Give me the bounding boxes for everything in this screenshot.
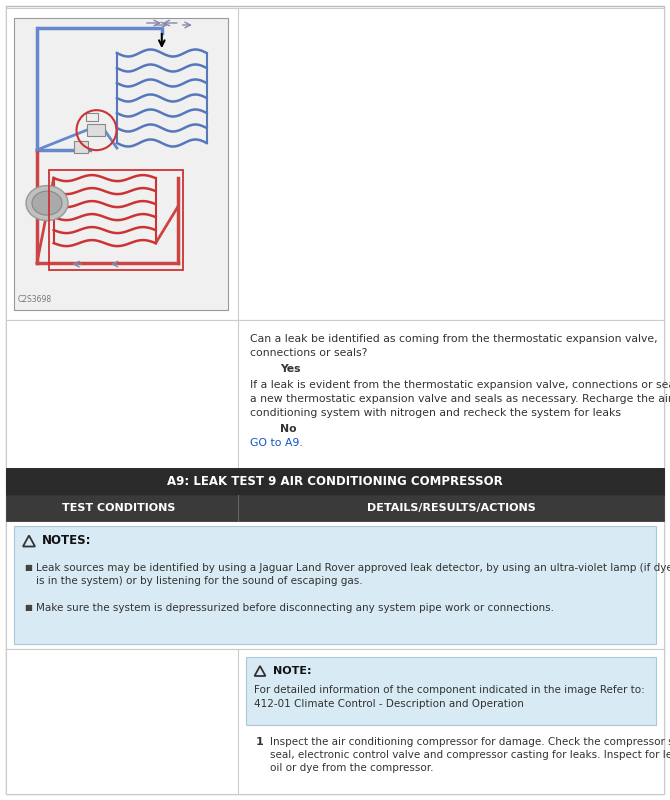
Bar <box>14 18 228 310</box>
Bar <box>74 142 88 154</box>
Bar <box>6 8 664 320</box>
Bar <box>86 124 105 136</box>
Bar <box>6 320 664 468</box>
Text: If a leak is evident from the thermostatic expansion valve, connections or seals: If a leak is evident from the thermostat… <box>250 380 670 390</box>
Text: seal, electronic control valve and compressor casting for leaks. Inspect for lea: seal, electronic control valve and compr… <box>270 750 670 760</box>
Text: Leak sources may be identified by using a Jaguar Land Rover approved leak detect: Leak sources may be identified by using … <box>36 563 670 573</box>
Text: NOTE:: NOTE: <box>273 666 312 676</box>
Text: C2S3698: C2S3698 <box>18 295 52 304</box>
Text: Make sure the system is depressurized before disconnecting any system pipe work : Make sure the system is depressurized be… <box>36 603 554 613</box>
Text: For detailed information of the component indicated in the image Refer to:: For detailed information of the componen… <box>254 685 645 695</box>
Text: Yes: Yes <box>280 364 301 374</box>
Text: NOTES:: NOTES: <box>42 534 92 547</box>
Text: oil or dye from the compressor.: oil or dye from the compressor. <box>270 763 433 773</box>
Text: ■: ■ <box>24 563 32 572</box>
Text: conditioning system with nitrogen and recheck the system for leaks: conditioning system with nitrogen and re… <box>250 408 621 418</box>
Bar <box>246 657 656 725</box>
Text: 412-01 Climate Control - Description and Operation: 412-01 Climate Control - Description and… <box>254 699 524 709</box>
Text: Inspect the air conditioning compressor for damage. Check the compressor shaft: Inspect the air conditioning compressor … <box>270 737 670 747</box>
Text: ■: ■ <box>24 603 32 612</box>
Bar <box>6 521 664 649</box>
Text: is in the system) or by listening for the sound of escaping gas.: is in the system) or by listening for th… <box>36 576 362 586</box>
Text: connections or seals?: connections or seals? <box>250 348 367 358</box>
Bar <box>49 170 183 270</box>
Ellipse shape <box>32 191 62 215</box>
Text: TEST CONDITIONS: TEST CONDITIONS <box>62 503 176 513</box>
Bar <box>14 526 656 644</box>
Text: 1: 1 <box>256 737 264 747</box>
Text: No: No <box>280 424 297 434</box>
Ellipse shape <box>26 186 68 221</box>
Bar <box>6 495 664 521</box>
Text: DETAILS/RESULTS/ACTIONS: DETAILS/RESULTS/ACTIONS <box>366 503 535 513</box>
Bar <box>86 114 98 122</box>
Text: a new thermostatic expansion valve and seals as necessary. Recharge the air: a new thermostatic expansion valve and s… <box>250 394 670 404</box>
Text: A9: LEAK TEST 9 AIR CONDITIONING COMPRESSOR: A9: LEAK TEST 9 AIR CONDITIONING COMPRES… <box>167 475 503 488</box>
Bar <box>6 468 664 495</box>
Bar <box>6 649 664 794</box>
Text: GO to A9.: GO to A9. <box>250 438 303 448</box>
Text: Can a leak be identified as coming from the thermostatic expansion valve,: Can a leak be identified as coming from … <box>250 334 658 344</box>
